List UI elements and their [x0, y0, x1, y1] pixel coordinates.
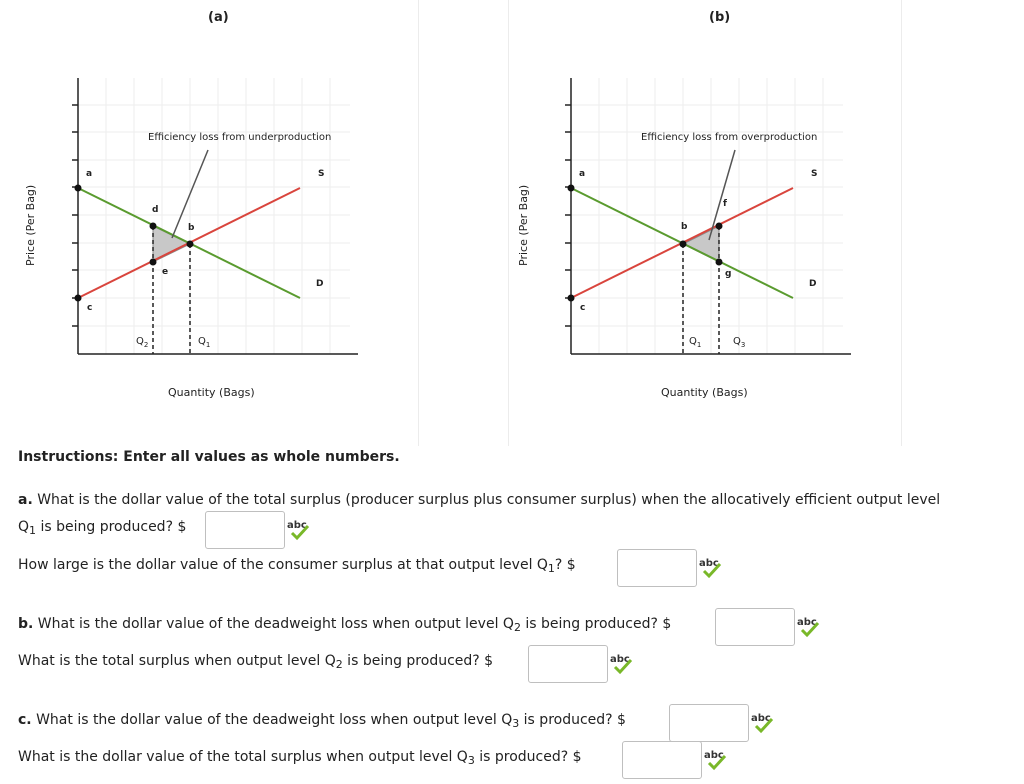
svg-text:abc: abc	[704, 750, 724, 761]
question-c2-text-end: is produced? $	[474, 749, 582, 765]
question-b1: b. What is the dollar value of the deadw…	[18, 616, 671, 634]
question-c2: What is the dollar value of the total su…	[18, 749, 582, 767]
spellcheck-icon[interactable]: abc	[703, 748, 729, 772]
spellcheck-icon[interactable]: abc	[750, 711, 776, 735]
question-a1-line2: Q1 is being produced? $	[18, 519, 186, 537]
question-a2-text: How large is the dollar value of the con…	[18, 557, 548, 573]
supply-label: S	[811, 169, 817, 179]
spellcheck-icon[interactable]: abc	[698, 556, 724, 580]
point-label-e: e	[162, 267, 168, 277]
answer-input-c2[interactable]	[622, 741, 702, 779]
point-label-a: a	[579, 169, 585, 179]
x-axis-label: Quantity (Bags)	[168, 386, 255, 399]
question-letter-a: a.	[18, 492, 33, 508]
graph-panel-b: (b)	[508, 0, 902, 446]
demand-label: D	[316, 279, 323, 289]
answer-input-b2[interactable]	[528, 645, 608, 683]
y-axis-label: Price (Per Bag)	[24, 185, 37, 266]
point-label-f: f	[723, 199, 727, 209]
graph-b: Efficiency loss from overproduction S D …	[517, 78, 851, 399]
question-a1-text: What is the dollar value of the total su…	[37, 492, 941, 508]
point-label-b: b	[188, 223, 195, 233]
deadweight-loss-triangle	[152, 225, 192, 263]
annotation-pointer	[171, 149, 209, 239]
question-letter-b: b.	[18, 616, 34, 632]
question-b1-text-end: is being produced? $	[520, 616, 672, 632]
q-subscript: 2	[335, 658, 343, 671]
points	[567, 184, 723, 302]
panel-title: (b)	[709, 10, 731, 25]
tick-label-q3: Q3	[733, 336, 745, 349]
graph-panel-a: (a)	[0, 0, 419, 446]
answer-input-a1[interactable]	[205, 511, 285, 549]
svg-text:abc: abc	[797, 617, 817, 628]
panel-title: (a)	[208, 10, 229, 25]
q-subscript: 3	[512, 717, 520, 730]
svg-text:abc: abc	[699, 558, 719, 569]
question-letter-c: c.	[18, 712, 32, 728]
question-b2-text-end: is being produced? $	[342, 653, 494, 669]
spellcheck-icon[interactable]: abc	[609, 652, 635, 676]
svg-text:abc: abc	[287, 520, 307, 531]
point-label-c: c	[87, 303, 92, 313]
spellcheck-icon[interactable]: abc	[796, 615, 822, 639]
q-subscript: 3	[467, 754, 475, 767]
q-subscript: 2	[513, 621, 521, 634]
q-symbol: Q	[18, 519, 30, 535]
answer-input-b1[interactable]	[715, 608, 795, 646]
spellcheck-icon[interactable]: abc	[286, 518, 312, 542]
svg-text:abc: abc	[610, 654, 630, 665]
annotation-pointer	[708, 149, 736, 241]
answer-input-a2[interactable]	[617, 549, 697, 587]
deadweight-loss-triangle	[681, 225, 720, 263]
q-subscript: 1	[547, 562, 555, 575]
demand-label: D	[809, 279, 816, 289]
point-label-c: c	[580, 303, 585, 313]
question-b2-text: What is the total surplus when output le…	[18, 653, 336, 669]
question-a2: How large is the dollar value of the con…	[18, 557, 576, 575]
q-subscript: 1	[29, 524, 37, 537]
point-label-b: b	[681, 222, 688, 232]
supply-label: S	[318, 169, 324, 179]
question-b2: What is the total surplus when output le…	[18, 653, 493, 671]
axes	[565, 78, 851, 355]
question-c1: c. What is the dollar value of the deadw…	[18, 712, 626, 730]
grid	[78, 78, 350, 354]
point-label-d: d	[152, 205, 158, 215]
answer-input-c1[interactable]	[669, 704, 749, 742]
grid	[571, 78, 843, 354]
graph-a: Efficiency loss from underproduction S D…	[24, 78, 358, 399]
tick-label-q2: Q2	[136, 336, 148, 349]
tick-label-q1: Q1	[689, 336, 701, 349]
question-c1-text: What is the dollar value of the deadweig…	[36, 712, 513, 728]
svg-text:abc: abc	[751, 713, 771, 724]
axes	[72, 78, 358, 355]
y-axis-label: Price (Per Bag)	[517, 185, 530, 266]
points	[74, 184, 194, 302]
annotation-label: Efficiency loss from overproduction	[641, 132, 817, 143]
question-a1-line1: a. What is the dollar value of the total…	[18, 492, 940, 508]
question-a2-text-end: ? $	[554, 557, 576, 573]
tick-label-q1: Q1	[198, 336, 210, 349]
question-c2-text: What is the dollar value of the total su…	[18, 749, 468, 765]
question-a1-text-end: is being produced? $	[36, 519, 187, 535]
point-label-a: a	[86, 169, 92, 179]
x-axis-label: Quantity (Bags)	[661, 386, 748, 399]
annotation-label: Efficiency loss from underproduction	[148, 132, 331, 143]
instructions: Instructions: Enter all values as whole …	[18, 449, 400, 465]
question-b1-text: What is the dollar value of the deadweig…	[37, 616, 514, 632]
question-c1-text-end: is produced? $	[519, 712, 626, 728]
point-label-g: g	[725, 269, 731, 279]
